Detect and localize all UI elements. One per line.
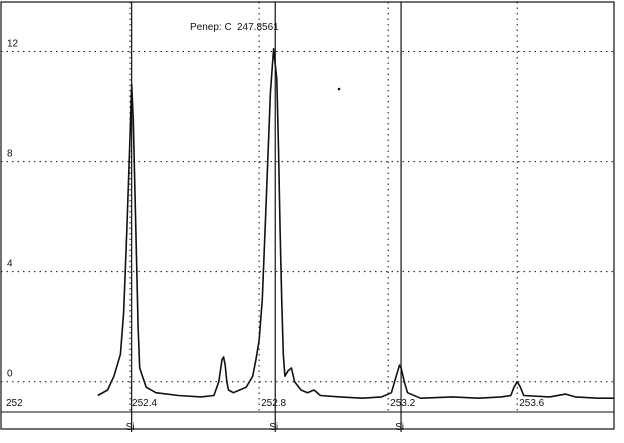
x-tick-label: 253.2 <box>390 398 415 409</box>
element-marker-label: Si <box>126 422 135 433</box>
x-tick-label: 252.4 <box>132 398 157 409</box>
x-tick-label: 253.6 <box>519 398 544 409</box>
y-tick-label: 4 <box>7 259 13 270</box>
y-tick-label: 0 <box>7 369 13 380</box>
reference-header: Penep: C 247.8561 <box>190 22 279 33</box>
grid-layer <box>1 2 614 412</box>
tick-label-layer: 252 252.4 252.8 253.2 253.6 0 4 8 12 <box>6 39 545 409</box>
series-layer <box>97 48 614 399</box>
x-tick-label: 252 <box>6 398 23 409</box>
reference-value: 247.8561 <box>237 22 279 33</box>
x-tick-label: 252.8 <box>261 398 286 409</box>
element-marker-label: Si <box>395 422 404 433</box>
plot-frame <box>0 1 615 430</box>
y-tick-label: 12 <box>7 39 19 50</box>
reference-label: Penep: C <box>190 22 232 33</box>
element-marker-label: Si <box>269 422 278 433</box>
spectrum-line <box>97 48 614 399</box>
speck-mark <box>337 87 341 91</box>
y-tick-label: 8 <box>7 149 13 160</box>
element-marker-layer: Si Si Si <box>126 2 404 433</box>
